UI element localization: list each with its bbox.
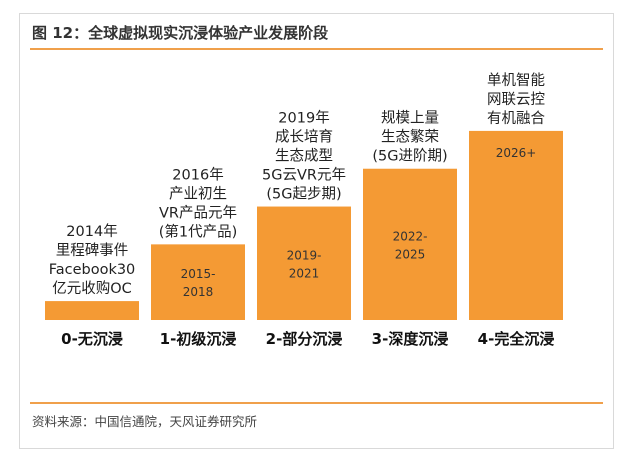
stage-description-line: 有机融合 [487, 110, 545, 127]
stage-description-line: (5G进阶期) [372, 148, 447, 165]
stage-description-line: 亿元收购OC [52, 280, 132, 297]
bar-4 [469, 130, 563, 320]
bar-2 [257, 206, 351, 320]
stage-description-line: 5G云VR元年 [262, 167, 346, 184]
stage-description-line: VR产品元年 [159, 204, 237, 221]
stage-description-line: 里程碑事件 [56, 242, 129, 259]
bar-period-label: 2019- [287, 248, 322, 262]
bar-1 [151, 244, 245, 320]
bar-period-label: 2025 [395, 247, 426, 261]
stage-description-line: 2019年 [278, 110, 329, 127]
bar-3 [363, 168, 457, 320]
bar-period-label: 2018 [183, 285, 214, 299]
stage-description-line: 2016年 [172, 166, 223, 183]
source-divider [30, 402, 603, 404]
bar-0 [45, 301, 139, 320]
stage-description-line: Facebook30 [49, 262, 136, 278]
stage-description-line: 生态成型 [275, 148, 333, 165]
stage-category-label: 2-部分沉浸 [266, 330, 343, 348]
stage-description-line: 规模上量 [381, 110, 439, 127]
stage-category-label: 0-无沉浸 [61, 330, 123, 348]
stage-description-line: 2014年 [66, 223, 117, 240]
source-note: 资料来源：中国信通院，天风证券研究所 [32, 414, 258, 429]
stage-description-line: 网联云控 [487, 91, 545, 108]
stage-description-line: (5G起步期) [266, 186, 341, 203]
stage-description-line: 产业初生 [169, 185, 227, 202]
stage-category-label: 3-深度沉浸 [372, 330, 449, 348]
bar-period-label: 2015- [181, 267, 216, 281]
bar-period-label: 2026+ [496, 146, 537, 160]
stage-description-line: (第1代产品) [159, 222, 238, 240]
stage-category-label: 1-初级沉浸 [160, 330, 237, 348]
bar-period-label: 2022- [393, 229, 428, 243]
stage-description-line: 成长培育 [275, 129, 333, 146]
title-divider [30, 48, 603, 50]
figure-title: 图 12：全球虚拟现实沉浸体验产业发展阶段 [32, 24, 329, 42]
stage-description-line: 生态繁荣 [381, 129, 439, 146]
stage-category-label: 4-完全沉浸 [478, 330, 555, 348]
bar-period-label: 2021 [289, 266, 320, 280]
stage-description-line: 单机智能 [487, 72, 545, 89]
